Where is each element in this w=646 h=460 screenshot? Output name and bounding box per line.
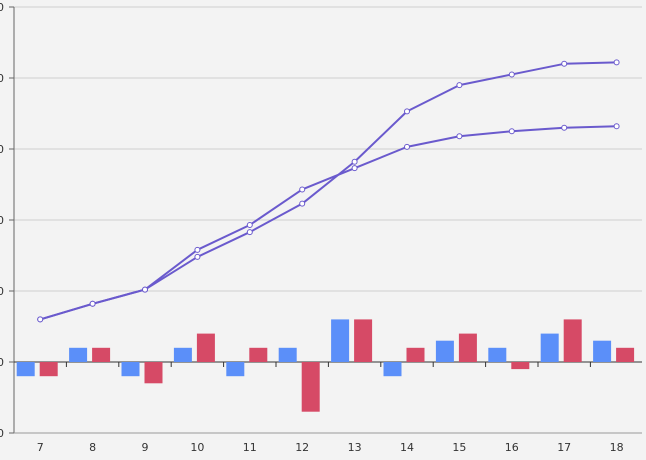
- x-tick-label: 10: [190, 441, 204, 454]
- bar-series-2-8: [92, 347, 111, 362]
- line-2-point-12: [299, 186, 306, 193]
- bar-series-2-10: [196, 333, 215, 362]
- line-1-point-14: [404, 108, 410, 115]
- y-tick-label: 0: [0, 285, 4, 298]
- bar-series-2-11: [249, 347, 268, 362]
- y-tick-label: 0: [0, 72, 4, 85]
- x-tick-label: 13: [348, 441, 362, 454]
- line-2-point-8: [89, 300, 96, 307]
- x-tick-label: 9: [142, 441, 149, 454]
- x-tick-label: 18: [610, 441, 624, 454]
- bar-series-2-9: [144, 362, 163, 384]
- bar-series-1-9: [121, 362, 140, 377]
- line-1-point-12: [299, 200, 306, 207]
- line-1-point-18: [613, 59, 620, 66]
- y-tick-label: 0: [0, 427, 4, 440]
- bar-series-2-16: [511, 362, 530, 370]
- line-2-point-11: [246, 221, 253, 228]
- line-2-point-15: [456, 133, 463, 140]
- bar-series-1-7: [16, 362, 35, 377]
- x-tick-label: 11: [243, 441, 257, 454]
- line-1-point-11: [246, 229, 253, 236]
- bar-series-2-15: [458, 333, 477, 362]
- line-2-point-7: [37, 316, 44, 323]
- bar-series-2-14: [406, 347, 425, 362]
- line-2-point-9: [142, 286, 148, 293]
- bar-series-1-17: [540, 333, 559, 362]
- bar-series-2-12: [301, 362, 320, 412]
- bar-series-2-18: [616, 347, 635, 362]
- line-2-point-10: [194, 246, 201, 253]
- line-1-point-17: [561, 60, 568, 67]
- bar-series-1-16: [488, 347, 507, 362]
- x-tick-label: 8: [89, 441, 96, 454]
- line-series-2: [39, 125, 617, 321]
- line-2-point-14: [404, 143, 410, 150]
- line-2-point-18: [613, 123, 620, 130]
- bar-series-1-12: [278, 347, 297, 362]
- line-1-point-15: [456, 82, 463, 89]
- x-tick-label: 15: [452, 441, 466, 454]
- line-series-1: [39, 61, 617, 321]
- y-tick-label: 0: [0, 214, 4, 227]
- bar-series-1-8: [69, 347, 88, 362]
- bar-series-1-11: [226, 362, 245, 377]
- line-1-point-10: [194, 253, 201, 260]
- bar-series-1-10: [173, 347, 192, 362]
- bar-series-1-15: [435, 340, 454, 362]
- line-1-point-13: [351, 158, 358, 165]
- line-2-point-16: [508, 128, 515, 135]
- bar-series-2-7: [39, 362, 58, 377]
- x-tick-label: 7: [37, 441, 44, 454]
- x-tick-label: 16: [505, 441, 519, 454]
- y-tick-label: 0: [0, 143, 4, 156]
- bar-series-2-17: [563, 319, 582, 362]
- x-tick-label: 14: [400, 441, 414, 454]
- bar-series-1-18: [593, 340, 612, 362]
- line-2-point-13: [351, 165, 358, 172]
- x-tick-label: 17: [557, 441, 571, 454]
- bar-series-1-14: [383, 362, 402, 377]
- y-tick-label: 0: [0, 1, 4, 14]
- line-1-point-16: [508, 71, 515, 78]
- bar-series-2-13: [354, 319, 373, 362]
- x-tick-label: 12: [295, 441, 309, 454]
- line-2-point-17: [561, 124, 568, 131]
- y-tick-label: 0: [0, 356, 4, 369]
- bar-series-1-13: [331, 319, 350, 362]
